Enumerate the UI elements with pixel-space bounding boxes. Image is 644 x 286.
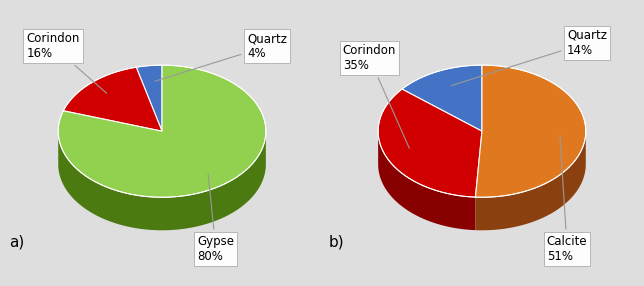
Polygon shape (402, 65, 482, 131)
Polygon shape (137, 65, 162, 131)
Text: Corindon
35%: Corindon 35% (343, 44, 410, 148)
Polygon shape (58, 132, 266, 230)
Polygon shape (475, 65, 586, 197)
Text: Gypse
80%: Gypse 80% (198, 174, 234, 263)
Text: Corindon
16%: Corindon 16% (26, 32, 107, 93)
Text: Quartz
14%: Quartz 14% (451, 29, 607, 86)
Text: b): b) (328, 234, 345, 249)
Text: a): a) (8, 234, 24, 249)
Text: Quartz
4%: Quartz 4% (155, 32, 287, 81)
Polygon shape (378, 89, 482, 197)
Polygon shape (378, 132, 475, 230)
Polygon shape (63, 67, 162, 131)
Polygon shape (58, 65, 266, 197)
Polygon shape (475, 132, 586, 230)
Text: Calcite
51%: Calcite 51% (547, 136, 587, 263)
